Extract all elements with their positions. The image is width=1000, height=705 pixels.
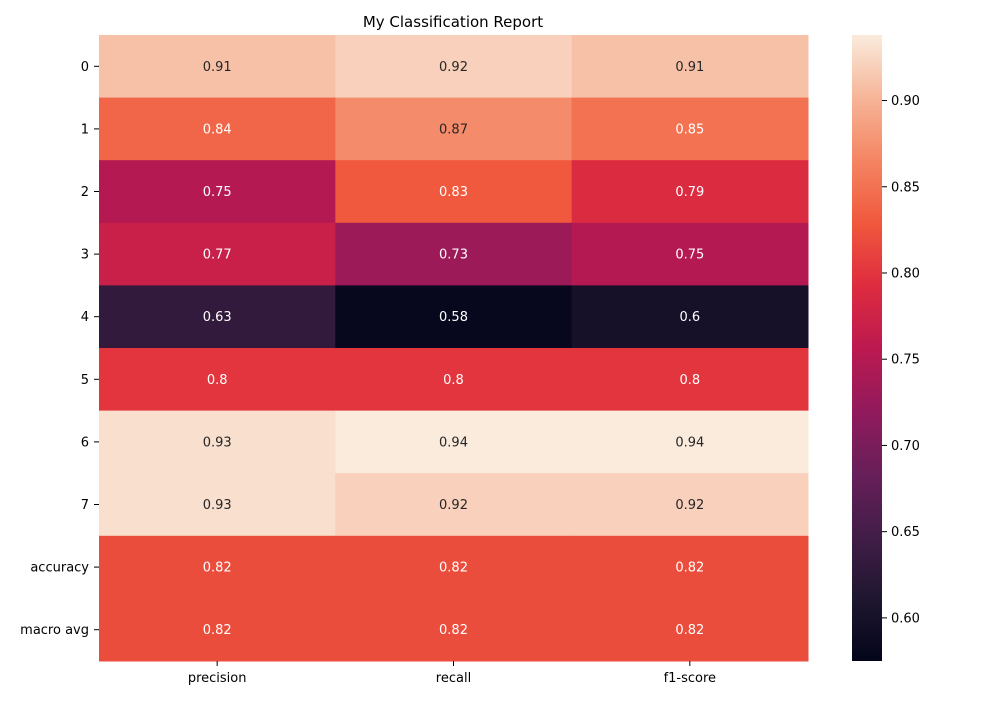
heatmap-cell [571,35,809,99]
cell-value-label: 0.8 [207,373,228,388]
cell-value-label: 0.79 [675,185,704,200]
column-labels: precision recall f1-score [188,661,716,686]
heatmap-cell [99,535,336,599]
cell-value-label: 0.77 [203,248,232,263]
cell-value-label: 0.94 [675,435,704,450]
row-label: 3 [81,248,89,263]
cell-value-label: 0.82 [439,561,468,576]
column-label: recall [436,671,471,686]
heatmap-cell [335,598,573,662]
cell-value-label: 0.84 [203,122,232,137]
cell-value-label: 0.8 [443,373,464,388]
column-label: f1-score [664,671,716,686]
colorbar: 0.60 0.65 0.70 0.75 0.80 0.85 0.90 [852,35,920,661]
heatmap-cell [571,222,809,286]
cell-value-label: 0.58 [439,310,468,325]
cell-value-label: 0.82 [203,623,232,638]
heatmap-cell [99,598,336,662]
row-label: macro avg [20,623,89,638]
colorbar-gradient [852,35,882,661]
cell-value-label: 0.93 [203,498,232,513]
cell-value-label: 0.93 [203,435,232,450]
heatmap-cell [99,222,336,286]
cell-value-label: 0.83 [439,185,468,200]
colorbar-tick-label: 0.65 [891,525,920,540]
colorbar-tick-label: 0.75 [891,353,920,368]
heatmap-cell [571,348,809,412]
heatmap-cell [571,535,809,599]
heatmap-cell [99,35,336,99]
heatmap-cell [335,222,573,286]
colorbar-tick-label: 0.70 [891,439,920,454]
row-label: 0 [81,60,89,75]
heatmap-cell [335,160,573,224]
heatmap-cell [571,97,809,161]
cell-value-label: 0.73 [439,248,468,263]
heatmap-cell [335,410,573,474]
colorbar-tick-label: 0.90 [891,94,920,109]
heatmap-cell [99,285,336,349]
heatmap-cell [335,535,573,599]
cell-value-label: 0.91 [203,60,232,75]
heatmap-cell [99,160,336,224]
chart-title: My Classification Report [363,13,543,31]
colorbar-tick-label: 0.85 [891,180,920,195]
row-label: 1 [81,122,89,137]
heatmap-cell [99,348,336,412]
cell-value-label: 0.75 [675,248,704,263]
heatmap-cell [571,160,809,224]
row-label: 4 [81,310,89,325]
cell-value-label: 0.63 [203,310,232,325]
heatmap-cell [99,473,336,537]
cell-value-label: 0.87 [439,122,468,137]
row-label: 2 [81,185,89,200]
cell-value-label: 0.82 [675,623,704,638]
cell-value-label: 0.92 [439,498,468,513]
cell-value-label: 0.75 [203,185,232,200]
colorbar-tick-label: 0.80 [891,266,920,281]
row-label: 6 [81,435,89,450]
row-label: 7 [81,498,89,513]
cell-value-label: 0.82 [203,561,232,576]
column-label: precision [188,671,247,686]
cell-value-label: 0.82 [675,561,704,576]
heatmap-cell [335,285,573,349]
cell-value-label: 0.6 [679,310,700,325]
heatmap-cell [571,473,809,537]
cell-value-label: 0.85 [675,122,704,137]
colorbar-tick-label: 0.60 [891,611,920,626]
heatmap-cell [99,97,336,161]
cell-value-label: 0.82 [439,623,468,638]
heatmap-cell [571,410,809,474]
heatmap-cell [571,285,809,349]
heatmap-cell [335,473,573,537]
cell-value-label: 0.8 [679,373,700,388]
cell-value-label: 0.94 [439,435,468,450]
row-label: accuracy [30,561,89,576]
heatmap-cell [99,410,336,474]
heatmap-cell [571,598,809,662]
heatmap-cells: 0.91 0.92 0.91 0.84 0.87 0.85 0.75 0.83 0.79 0.77… [99,35,809,662]
heatmap-cell [335,348,573,412]
heatmap-cell [335,35,573,99]
cell-value-label: 0.92 [439,60,468,75]
cell-value-label: 0.91 [675,60,704,75]
cell-value-label: 0.92 [675,498,704,513]
heatmap-cell [335,97,573,161]
row-labels: 0 1 2 3 4 5 6 7 accuracy macro avg [20,60,99,638]
row-label: 5 [81,373,89,388]
